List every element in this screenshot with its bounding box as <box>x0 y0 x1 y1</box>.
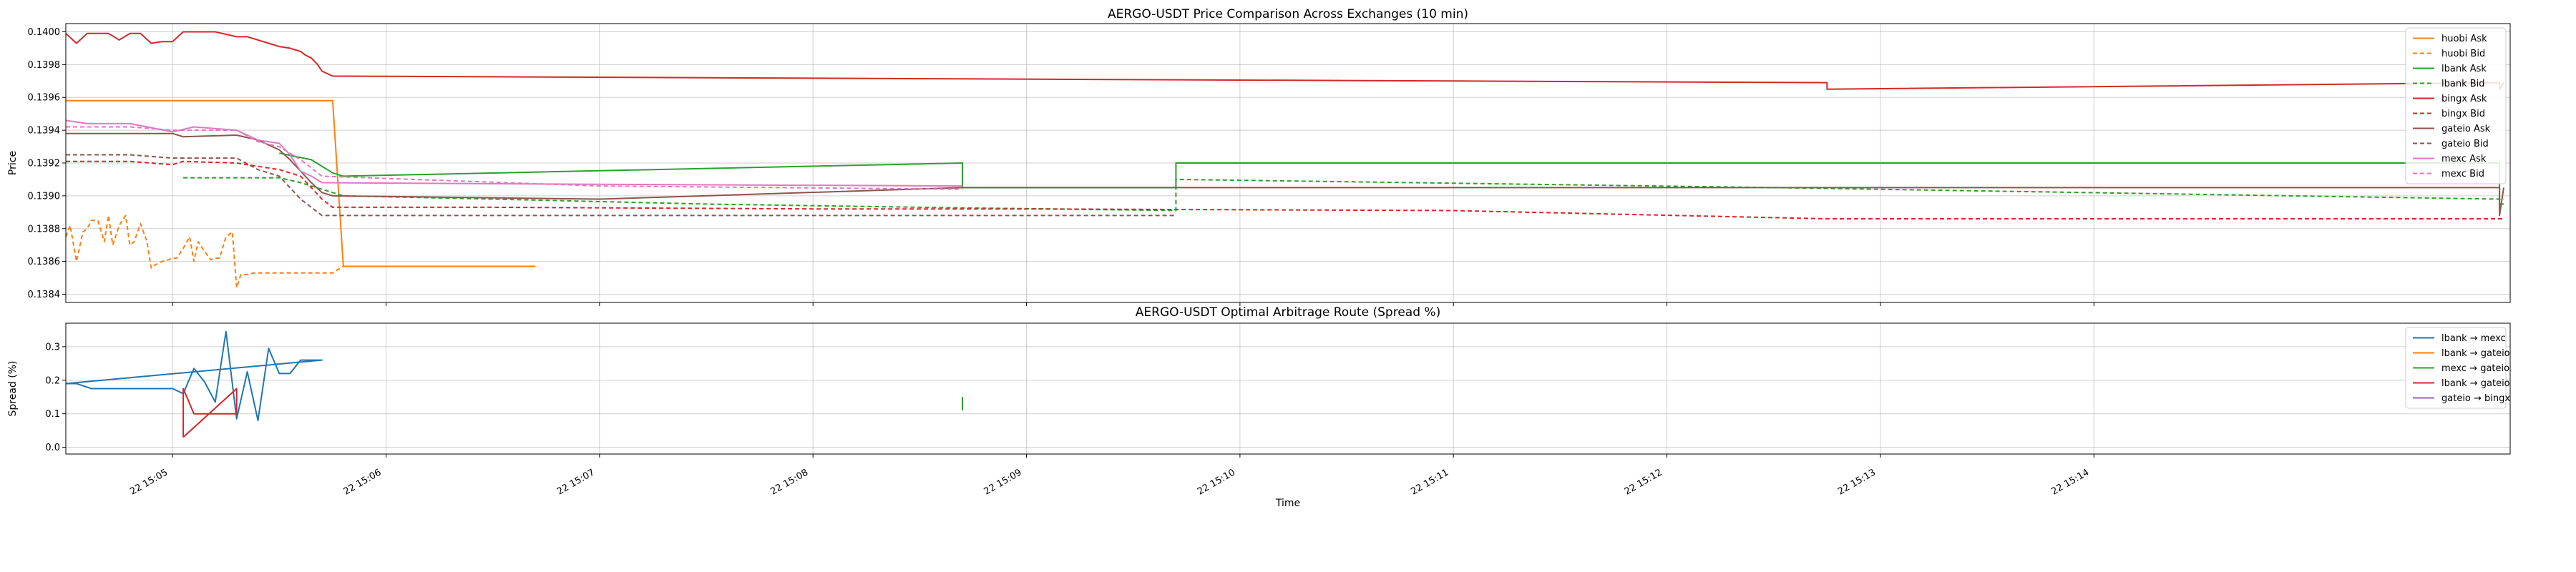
y-tick-label: 0.1400 <box>28 27 61 38</box>
y-tick-label: 0.1398 <box>28 60 61 71</box>
x-tick-label: 22 15:08 <box>769 467 810 497</box>
y-tick-label: 0.0 <box>45 443 60 453</box>
legend-entry: mexc Ask <box>2441 154 2487 164</box>
x-tick-label: 22 15:11 <box>1409 467 1450 497</box>
price-chart: AERGO-USDT Price Comparison Across Excha… <box>7 7 2511 306</box>
spread-chart-xlabel: Time <box>1275 498 1300 509</box>
series-line-huobi-ask <box>66 99 536 267</box>
price-chart-ylabel: Price <box>7 151 19 175</box>
legend-entry: mexc Bid <box>2441 169 2484 179</box>
legend-entry: bingx Bid <box>2441 109 2485 119</box>
y-tick-label: 0.3 <box>45 342 60 352</box>
series-line-gateio-ask <box>66 132 2504 217</box>
x-tick-label: 22 15:09 <box>982 467 1024 497</box>
series-line-huobi-bid <box>65 214 536 289</box>
x-tick-label: 22 15:10 <box>1196 467 1237 497</box>
series-line-gateio-bid <box>66 154 1176 217</box>
y-tick-label: 0.1390 <box>28 191 61 202</box>
legend-entry: huobi Bid <box>2441 49 2485 59</box>
legend-entry: lbank Bid <box>2441 79 2485 89</box>
series-line-lbank-bid <box>183 177 2504 212</box>
legend-entry: mexc → gateio <box>2441 363 2509 374</box>
series-line-lbank-ask <box>279 152 2504 205</box>
series-line-lbank-mexc <box>65 330 323 422</box>
x-tick-label: 22 15:14 <box>2049 467 2091 497</box>
legend-entry: lbank → gateio <box>2441 378 2510 389</box>
x-tick-label: 22 15:05 <box>128 467 170 497</box>
spread-chart-frame <box>65 322 2511 455</box>
price-chart-legend: huobi Ask huobi Bid lbank Ask lbank Bid bing… <box>2405 27 2507 184</box>
y-tick-label: 0.1386 <box>28 257 61 267</box>
series-line-bingx-bid <box>66 160 2504 220</box>
y-tick-label: 0.1384 <box>28 290 61 300</box>
spread-chart-title: AERGO-USDT Optimal Arbitrage Route (Spre… <box>1136 305 1440 320</box>
y-tick-label: 0.1 <box>45 409 60 420</box>
y-tick-label: 0.2 <box>45 375 60 386</box>
y-tick-label: 0.1394 <box>28 126 61 137</box>
spread-chart-legend: lbank → mexc lbank → gateio mexc → gateio l… <box>2405 327 2510 409</box>
legend-entry: lbank → mexc <box>2441 333 2506 344</box>
price-chart-frame <box>65 23 2511 303</box>
series-line-lbank-gateio <box>182 388 238 438</box>
legend-entry: bingx Ask <box>2441 94 2487 104</box>
legend-box <box>2405 327 2507 409</box>
x-tick-label: 22 15:07 <box>555 467 597 497</box>
x-tick-label: 22 15:13 <box>1836 467 1878 497</box>
legend-entry: huobi Ask <box>2441 34 2487 44</box>
y-tick-label: 0.1388 <box>28 224 61 235</box>
x-tick-label: 22 15:12 <box>1623 467 1664 497</box>
y-tick-label: 0.1392 <box>28 159 61 169</box>
series-line-mexc-ask <box>65 119 963 187</box>
series-line-bingx-ask <box>65 31 2504 90</box>
series-line-mexc-bid <box>66 126 963 190</box>
legend-entry: gateio → bingx <box>2441 393 2510 404</box>
legend-entry: lbank → gateio <box>2441 348 2510 359</box>
legend-entry: gateio Bid <box>2441 139 2489 149</box>
spread-chart-ylabel: Spread (%) <box>7 361 19 417</box>
legend-entry: gateio Ask <box>2441 124 2491 134</box>
legend-entry: lbank Ask <box>2441 64 2487 74</box>
price-chart-title: AERGO-USDT Price Comparison Across Excha… <box>1108 7 1468 21</box>
legend-box <box>2405 27 2507 184</box>
spread-chart: AERGO-USDT Optimal Arbitrage Route (Spre… <box>7 305 2511 509</box>
y-tick-label: 0.1396 <box>28 93 61 104</box>
x-tick-label: 22 15:06 <box>342 467 384 497</box>
